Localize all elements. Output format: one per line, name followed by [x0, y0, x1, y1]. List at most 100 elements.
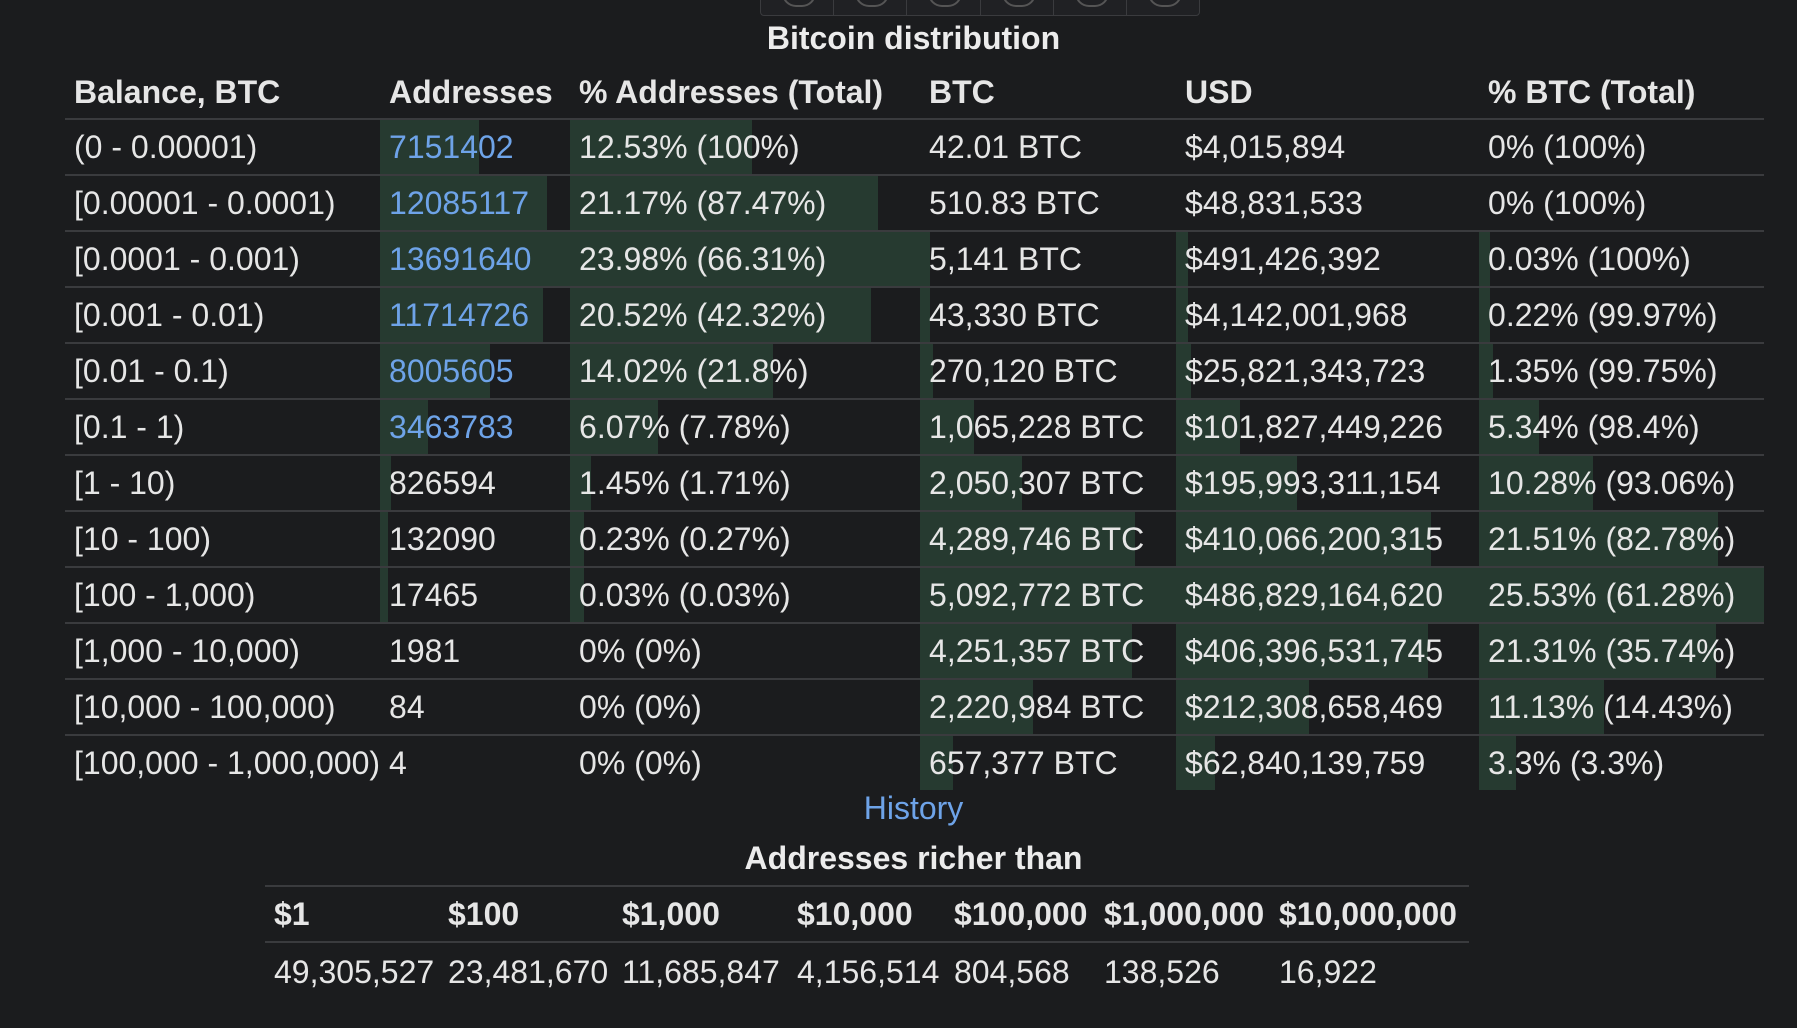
usd-cell: $491,426,392 — [1176, 231, 1480, 288]
usd-text: $410,066,200,315 — [1185, 520, 1444, 557]
usd-cell: $212,308,658,469 — [1176, 679, 1480, 736]
usd-text: $4,015,894 — [1185, 128, 1346, 165]
usd-text: $406,396,531,745 — [1185, 632, 1444, 669]
balance-text: [100,000 - 1,000,000) — [74, 744, 381, 781]
pct-addresses-text: 14.02% (21.8%) — [579, 352, 809, 389]
pct-btc-cell: 0% (100%) — [1479, 119, 1764, 176]
balance-text: [0.0001 - 0.001) — [74, 240, 300, 277]
addresses-cell[interactable]: 11714726 — [380, 287, 571, 344]
pct-btc-text: 21.51% (82.78%) — [1488, 520, 1736, 557]
header-pct-btc: % BTC (Total) — [1479, 66, 1764, 120]
header-btc: BTC — [920, 66, 1177, 120]
addresses-cell[interactable]: 12085117 — [380, 175, 571, 232]
pct-btc-cell: 21.31% (35.74%) — [1479, 623, 1764, 680]
usd-text: $48,831,533 — [1185, 184, 1363, 221]
pct-addresses-cell: 0.03% (0.03%) — [570, 567, 921, 624]
richer-value: 804,568 — [954, 953, 1070, 990]
usd-text: $101,827,449,226 — [1185, 408, 1444, 445]
header-addresses: Addresses — [380, 66, 571, 120]
richer-header: $100,000 — [945, 885, 1095, 943]
pct-addresses-cell: 6.07% (7.78%) — [570, 399, 921, 456]
table-row: [100,000 - 1,000,000) 4 0% (0%) 657,377 BTC… — [65, 735, 1764, 790]
addresses-text: 17465 — [389, 576, 478, 613]
btc-text: 657,377 BTC — [929, 744, 1118, 781]
addresses-cell: 17465 — [380, 567, 571, 624]
pct-btc-cell: 3.3% (3.3%) — [1479, 735, 1764, 790]
pct-btc-text: 3.3% (3.3%) — [1488, 744, 1665, 781]
pct-btc-text: 5.34% (98.4%) — [1488, 408, 1700, 445]
pct-addresses-text: 12.53% (100%) — [579, 128, 800, 165]
richer-value: 11,685,847 — [622, 953, 780, 990]
pct-btc-text: 11.13% (14.43%) — [1488, 688, 1733, 725]
usd-cell: $406,396,531,745 — [1176, 623, 1480, 680]
history-link[interactable]: History — [863, 790, 964, 826]
balance-text: [10 - 100) — [74, 520, 211, 557]
pct-addresses-cell: 0% (0%) — [570, 623, 921, 680]
addresses-link[interactable]: 12085117 — [389, 184, 530, 221]
pct-btc-text: 0% (100%) — [1488, 184, 1647, 221]
pct-addresses-cell: 0% (0%) — [570, 735, 920, 790]
btc-text: 5,092,772 BTC — [929, 576, 1145, 613]
distribution-bar — [380, 512, 388, 566]
addresses-text: 4 — [389, 744, 407, 781]
pct-btc-text: 21.31% (35.74%) — [1488, 632, 1736, 669]
usd-cell: $101,827,449,226 — [1176, 399, 1480, 456]
table-row: [0.001 - 0.01) 11714726 20.52% (42.32%) 43,… — [65, 287, 1764, 344]
addresses-cell: 132090 — [380, 511, 571, 568]
btc-cell: 1,065,228 BTC — [920, 399, 1177, 456]
distribution-title: Bitcoin distribution — [766, 20, 1061, 56]
facebook-icon[interactable] — [1054, 0, 1127, 15]
usd-cell: $410,066,200,315 — [1176, 511, 1480, 568]
pct-addresses-text: 0.03% (0.03%) — [579, 576, 791, 613]
table-row: [0.01 - 0.1) 8005605 14.02% (21.8%) 270,120… — [65, 343, 1764, 400]
addresses-cell[interactable]: 7151402 — [380, 119, 571, 176]
richer-value: 23,481,670 — [448, 953, 609, 990]
richer-header: $10,000,000 — [1270, 885, 1469, 943]
btc-cell: 270,120 BTC — [920, 343, 1177, 400]
addresses-cell[interactable]: 3463783 — [380, 399, 571, 456]
share-toolbar — [760, 0, 1200, 16]
balance-cell: [10,000 - 100,000) — [65, 679, 381, 736]
btc-cell: 43,330 BTC — [920, 287, 1177, 344]
addresses-link[interactable]: 8005605 — [389, 352, 514, 389]
richer-header: $1,000 — [613, 885, 788, 943]
addresses-cell[interactable]: 8005605 — [380, 343, 571, 400]
pct-btc-text: 25.53% (61.28%) — [1488, 576, 1736, 613]
pct-addresses-cell: 1.45% (1.71%) — [570, 455, 921, 512]
richer-values-row: 49,305,527 23,481,670 11,685,847 4,156,514 8… — [265, 942, 1469, 1001]
vk-icon[interactable] — [907, 0, 981, 15]
balance-text: [0.00001 - 0.0001) — [74, 184, 336, 221]
addresses-cell: 84 — [380, 679, 571, 736]
pct-btc-text: 0.22% (99.97%) — [1488, 296, 1718, 333]
richer-title: Addresses richer than — [744, 840, 1083, 876]
richer-value: 4,156,514 — [797, 953, 940, 990]
usd-text: $491,426,392 — [1185, 240, 1381, 277]
balance-text: [0.001 - 0.01) — [74, 296, 265, 333]
usd-text: $486,829,164,620 — [1185, 576, 1444, 613]
addresses-cell[interactable]: 13691640 — [380, 231, 571, 288]
table-row: [10 - 100) 132090 0.23% (0.27%) 4,289,746 B… — [65, 511, 1764, 568]
share-icon[interactable] — [981, 0, 1054, 15]
addresses-link[interactable]: 3463783 — [389, 408, 514, 445]
pct-addresses-text: 23.98% (66.31%) — [579, 240, 827, 277]
addresses-link[interactable]: 7151402 — [389, 128, 514, 165]
twitter-icon[interactable] — [761, 0, 835, 15]
balance-text: (0 - 0.00001) — [74, 128, 258, 165]
balance-cell: [1,000 - 10,000) — [65, 623, 381, 680]
addresses-cell: 826594 — [380, 455, 571, 512]
usd-cell: $48,831,533 — [1176, 175, 1480, 232]
addresses-link[interactable]: 11714726 — [389, 296, 530, 333]
addresses-cell: 4 — [380, 735, 570, 790]
distribution-table: Balance, BTC Addresses % Addresses (Tota… — [65, 66, 1764, 790]
pct-addresses-cell: 12.53% (100%) — [570, 119, 921, 176]
telegram-icon[interactable] — [1127, 0, 1199, 15]
btc-cell: 4,289,746 BTC — [920, 511, 1177, 568]
balance-text: [10,000 - 100,000) — [74, 688, 336, 725]
usd-cell: $4,015,894 — [1176, 119, 1480, 176]
reddit-icon[interactable] — [834, 0, 908, 15]
btc-cell: 510.83 BTC — [920, 175, 1177, 232]
addresses-link[interactable]: 13691640 — [389, 240, 532, 277]
distribution-body: (0 - 0.00001) 7151402 12.53% (100%) 42.01 B… — [65, 119, 1764, 790]
btc-text: 4,251,357 BTC — [929, 632, 1145, 669]
table-row: [0.1 - 1) 3463783 6.07% (7.78%) 1,065,228 B… — [65, 399, 1764, 456]
